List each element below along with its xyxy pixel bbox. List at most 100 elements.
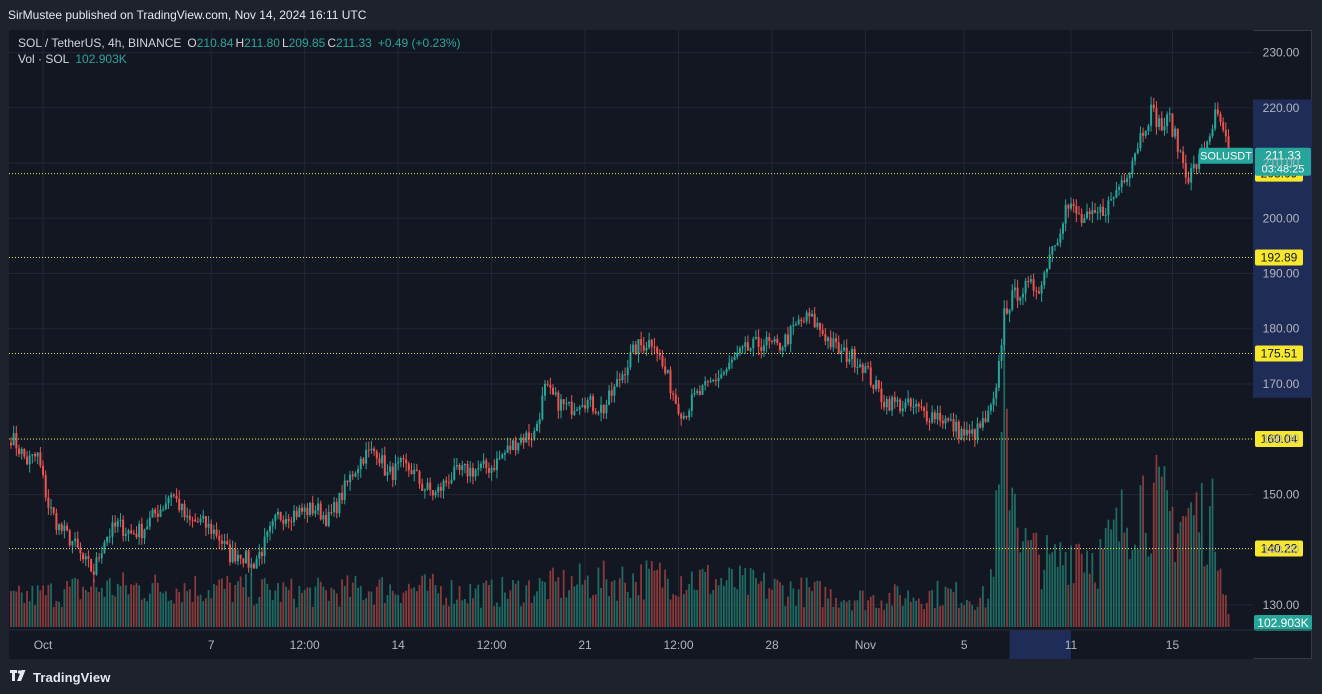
candle-body: [132, 532, 135, 534]
volume-bar: [883, 609, 885, 627]
volume-bar: [341, 579, 343, 627]
volume-bar: [1067, 584, 1070, 627]
price-chart[interactable]: 208.09192.89175.51160.04140.22SOLUSDT211…: [9, 30, 1312, 659]
candle: [426, 477, 429, 491]
candle-body: [247, 550, 250, 568]
candle-body: [901, 408, 904, 412]
candle: [1080, 208, 1083, 227]
volume-bar: [674, 595, 677, 627]
volume-bar: [893, 584, 896, 627]
candle-body: [90, 559, 93, 572]
volume-bar: [167, 601, 170, 627]
candle: [1078, 205, 1080, 215]
volume-bar: [787, 596, 789, 627]
volume-bar: [803, 607, 805, 627]
candle: [1048, 246, 1051, 270]
candle-body: [610, 390, 613, 396]
volume-bar: [549, 570, 552, 627]
candle-body: [856, 367, 859, 369]
candle: [501, 452, 504, 460]
candle: [1115, 181, 1118, 199]
volume-bar: [333, 589, 335, 627]
candle-body: [183, 503, 186, 518]
volume-bar: [231, 602, 234, 627]
volume-bar: [295, 607, 298, 627]
volume-bar: [1016, 527, 1019, 627]
candle: [632, 340, 635, 354]
volume-bar: [904, 598, 907, 627]
volume-bar: [760, 581, 763, 627]
candle: [204, 516, 207, 537]
candle: [34, 451, 37, 462]
candle: [778, 342, 781, 354]
candle-body: [744, 342, 747, 347]
volume-bar: [693, 589, 696, 627]
candle: [658, 349, 661, 360]
volume-bar: [461, 600, 464, 627]
candle-body: [194, 519, 197, 522]
volume-bar: [568, 590, 570, 627]
candle-body: [1072, 203, 1075, 206]
candle: [119, 513, 122, 528]
candle-body: [837, 342, 840, 354]
volume-bar: [1155, 454, 1158, 627]
candle: [602, 404, 605, 419]
tradingview-footer[interactable]: TradingView: [10, 666, 110, 688]
volume-bar: [624, 582, 626, 627]
candle: [837, 335, 840, 355]
volume-bar: [466, 603, 469, 627]
candle: [31, 453, 34, 464]
candle: [503, 449, 506, 461]
volume-bar: [247, 597, 250, 627]
candle-body: [552, 387, 555, 395]
candle: [856, 358, 859, 375]
candle: [661, 349, 664, 369]
candle: [1166, 111, 1169, 134]
candle-body: [453, 466, 456, 480]
volume-bar: [949, 588, 952, 627]
volume-bar: [1128, 559, 1131, 627]
volume-bar: [605, 579, 608, 627]
candle-body: [407, 463, 410, 471]
candle-body: [1003, 308, 1006, 346]
candle-body: [674, 394, 677, 404]
candle-body: [365, 449, 368, 464]
candle-body: [776, 338, 779, 343]
candle-body: [31, 454, 34, 456]
volume-bar: [752, 569, 755, 627]
candle: [279, 511, 282, 522]
volume-bar: [170, 599, 173, 627]
candle: [183, 500, 186, 521]
candle: [864, 362, 867, 374]
candle: [196, 517, 199, 523]
symbol-label[interactable]: SOL / TetherUS, 4h, BINANCE: [18, 36, 182, 50]
candle-body: [704, 381, 707, 386]
candle: [736, 345, 739, 360]
volume-label[interactable]: Vol · SOL: [18, 52, 70, 66]
volume-bar: [1040, 589, 1043, 627]
volume-bar: [245, 574, 247, 627]
candle: [135, 526, 138, 540]
candle-body: [1150, 104, 1153, 126]
volume-bar: [1187, 507, 1190, 627]
volume-bar: [148, 593, 151, 627]
volume-bar: [573, 586, 576, 627]
candle-body: [738, 348, 741, 353]
candle: [239, 554, 242, 565]
candle: [546, 380, 549, 387]
candle-body: [1008, 309, 1011, 314]
publish-header: SirMustee published on TradingView.com, …: [0, 0, 1322, 30]
volume-bar: [789, 581, 792, 627]
level-price-label: 140.22: [1261, 541, 1298, 555]
candle: [917, 401, 920, 413]
candle: [90, 558, 93, 573]
volume-bar: [223, 588, 226, 627]
candle: [1112, 196, 1115, 207]
candle-body: [234, 548, 237, 562]
candle-body: [242, 558, 245, 564]
candle: [223, 533, 226, 551]
candle: [618, 372, 621, 388]
candle-body: [640, 339, 643, 346]
candle: [939, 405, 942, 427]
volume-bar: [629, 598, 632, 627]
